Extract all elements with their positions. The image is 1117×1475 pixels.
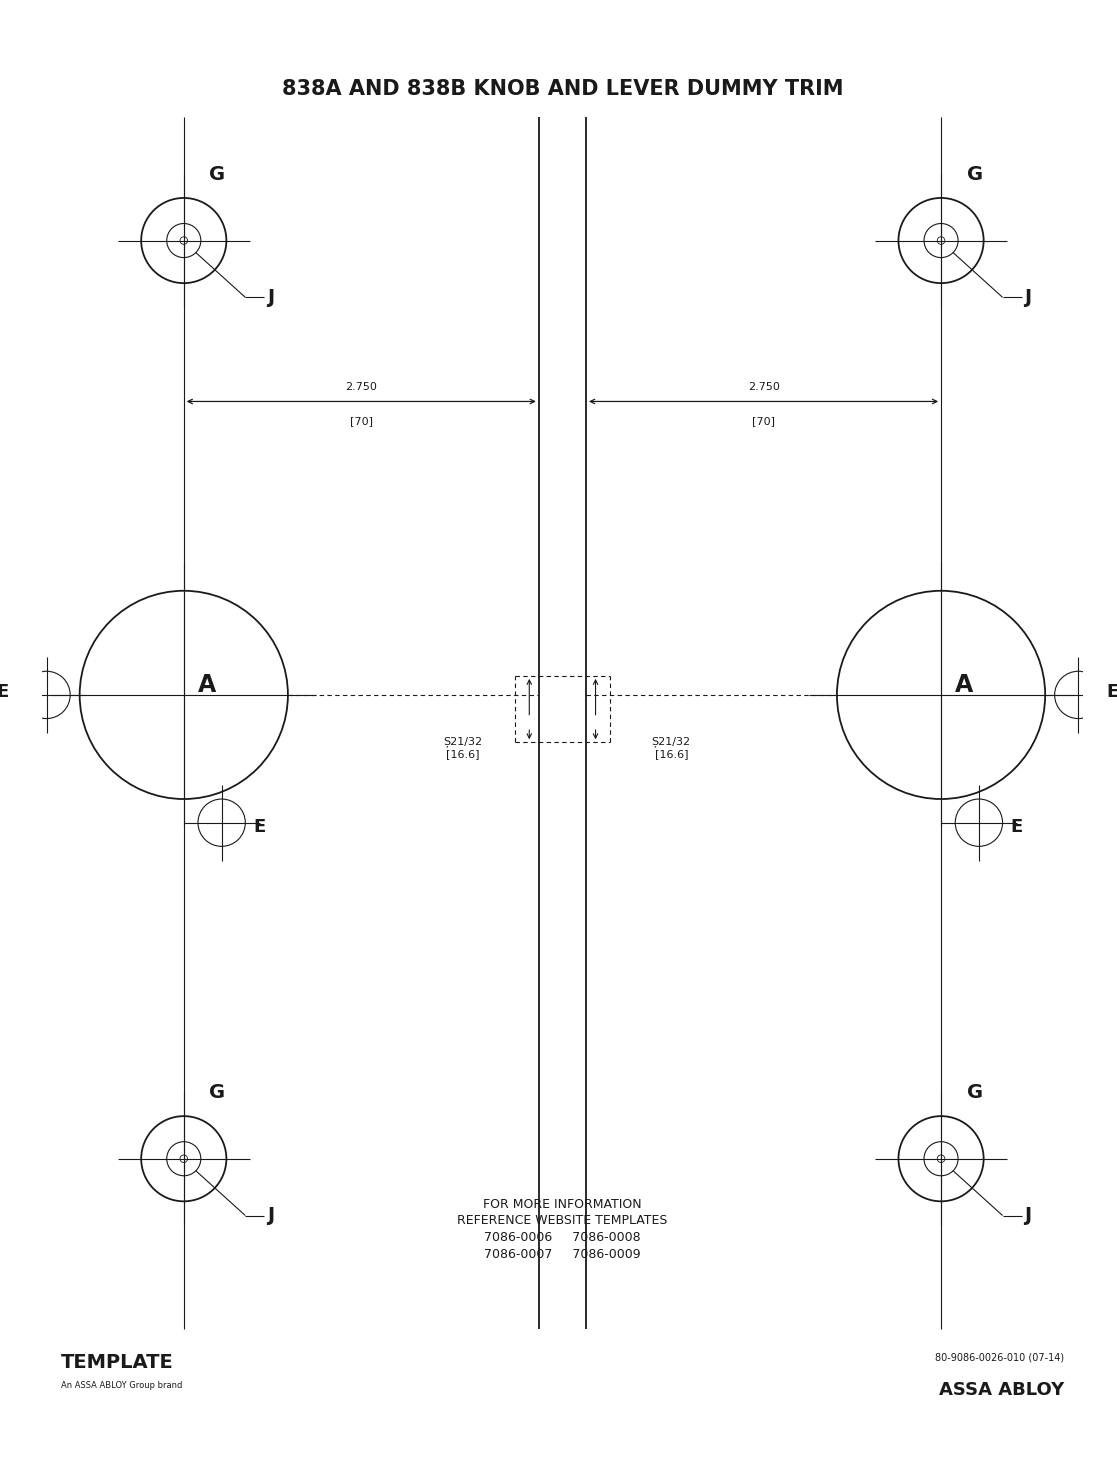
Text: 80-9086-0026-010 (07-14): 80-9086-0026-010 (07-14) [935, 1353, 1065, 1363]
Text: J: J [1024, 288, 1031, 307]
Text: J: J [267, 1207, 274, 1226]
Text: J: J [267, 288, 274, 307]
Text: E: E [0, 683, 9, 701]
Text: 2.750: 2.750 [345, 382, 378, 392]
Text: G: G [966, 165, 983, 184]
Text: REFERENCE WEBSITE TEMPLATES: REFERENCE WEBSITE TEMPLATES [457, 1214, 668, 1227]
Text: FOR MORE INFORMATION: FOR MORE INFORMATION [484, 1198, 642, 1211]
Text: E: E [1010, 819, 1022, 836]
Text: A: A [955, 674, 974, 698]
Text: 7086-0006     7086-0008: 7086-0006 7086-0008 [484, 1232, 641, 1243]
Text: E: E [1107, 683, 1117, 701]
Text: G: G [966, 1083, 983, 1102]
Text: TEMPLATE: TEMPLATE [60, 1353, 173, 1372]
Text: G: G [209, 1083, 226, 1102]
Text: Ș21/32
[16.6]: Ș21/32 [16.6] [651, 736, 690, 760]
Text: [70]: [70] [350, 416, 373, 426]
Text: 838A AND 838B KNOB AND LEVER DUMMY TRIM: 838A AND 838B KNOB AND LEVER DUMMY TRIM [281, 80, 843, 99]
Text: [70]: [70] [752, 416, 775, 426]
Text: J: J [1024, 1207, 1031, 1226]
Text: A: A [198, 674, 217, 698]
Text: 2.750: 2.750 [747, 382, 780, 392]
Text: ASSA ABLOY: ASSA ABLOY [939, 1381, 1065, 1400]
Text: G: G [209, 165, 226, 184]
Text: E: E [252, 819, 265, 836]
Text: An ASSA ABLOY Group brand: An ASSA ABLOY Group brand [60, 1381, 182, 1389]
Text: 7086-0007     7086-0009: 7086-0007 7086-0009 [484, 1248, 641, 1261]
Text: Ș21/32
[16.6]: Ș21/32 [16.6] [443, 736, 483, 760]
